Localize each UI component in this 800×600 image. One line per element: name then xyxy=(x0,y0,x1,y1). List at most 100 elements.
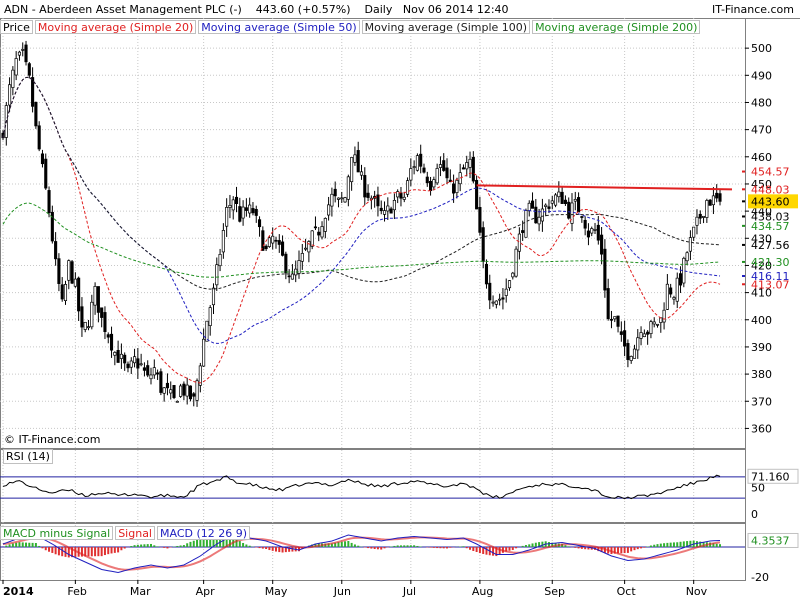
candle-body xyxy=(705,200,709,218)
candle-body xyxy=(234,196,239,205)
macd-legend-item-0[interactable]: MACD minus Signal xyxy=(0,526,114,540)
candle-body xyxy=(133,356,137,364)
candle-body xyxy=(14,58,18,76)
candle-body xyxy=(149,374,153,380)
legend-item-4[interactable]: Moving average (Simple 200) xyxy=(532,20,701,34)
rsi-value-label: 71.160 xyxy=(751,470,790,483)
candle-body xyxy=(623,330,627,347)
candle-body xyxy=(267,237,271,247)
candle-body xyxy=(547,206,551,209)
candle-body xyxy=(435,168,439,184)
price-tick-label: 430 xyxy=(751,232,772,245)
price-tick-label: 420 xyxy=(751,259,772,272)
candle-body xyxy=(521,230,525,233)
instrument-title: ADN - Aberdeen Asset Management PLC (-) xyxy=(4,3,242,16)
chart-header: ADN - Aberdeen Asset Management PLC (-) … xyxy=(0,0,800,18)
candle-body xyxy=(550,200,554,204)
price-tick-label: 460 xyxy=(751,151,772,164)
price-label-marker xyxy=(742,260,745,263)
candle-body xyxy=(432,179,436,188)
candle-body xyxy=(313,226,318,229)
candle-body xyxy=(47,190,51,214)
candle-body xyxy=(685,252,689,262)
candle-body xyxy=(86,326,91,329)
datetime-label: Nov 06 2014 12:40 xyxy=(402,3,509,16)
candle-body xyxy=(34,101,38,127)
candle-body xyxy=(175,400,179,403)
candle-body xyxy=(652,321,656,325)
candle-body xyxy=(527,202,531,212)
candle-body xyxy=(468,158,472,168)
candle-body xyxy=(465,162,469,170)
candle-body xyxy=(616,315,620,327)
macd-value-box xyxy=(747,532,799,548)
ma-20-line xyxy=(2,76,721,384)
candle-body xyxy=(695,216,699,226)
candle-body xyxy=(54,241,58,260)
macd-value-label: 4.3537 xyxy=(751,534,790,547)
price-legend: Price Moving average (Simple 20) Moving av… xyxy=(0,20,702,34)
candle-body xyxy=(146,365,150,376)
candle-body xyxy=(215,264,219,286)
candle-body xyxy=(409,168,413,181)
candle-body xyxy=(100,307,104,318)
price-panel-frame xyxy=(0,18,746,449)
candle-body xyxy=(310,230,314,247)
macd-legend-item-1[interactable]: Signal xyxy=(115,526,155,540)
candle-body xyxy=(208,307,212,326)
candle-body xyxy=(718,193,722,202)
macd-legend-item-2[interactable]: MACD (12 26 9) xyxy=(157,526,251,540)
watermark: © IT-Finance.com xyxy=(4,433,101,446)
candle-body xyxy=(698,213,702,219)
price-tick-label: 390 xyxy=(751,341,772,354)
candle-body xyxy=(379,207,383,212)
price-tick-label: 500 xyxy=(751,42,772,55)
resistance-line xyxy=(476,184,733,191)
candle-body xyxy=(185,384,189,397)
candle-body xyxy=(67,260,71,281)
legend-item-2[interactable]: Moving average (Simple 50) xyxy=(198,20,360,34)
candle-body xyxy=(639,332,643,339)
candle-body xyxy=(109,333,114,351)
candle-body xyxy=(481,227,485,262)
price-label-marker xyxy=(742,170,745,173)
candle-body xyxy=(504,288,508,296)
candle-body xyxy=(405,180,410,195)
chart-title: ADN - Aberdeen Asset Management PLC (-) … xyxy=(4,3,509,16)
time-tick-label: Oct xyxy=(617,585,637,598)
legend-item-1[interactable]: Moving average (Simple 20) xyxy=(34,20,197,34)
candle-body xyxy=(507,280,512,289)
candle-body xyxy=(340,197,344,200)
candle-body xyxy=(494,300,498,305)
price-tick-label: 470 xyxy=(751,124,772,137)
ma-200-line xyxy=(2,202,721,278)
candle-body xyxy=(662,309,666,323)
candle-body xyxy=(425,176,429,184)
candle-body xyxy=(376,194,380,207)
candle-body xyxy=(422,167,426,173)
candle-body xyxy=(501,297,505,300)
candle-body xyxy=(244,207,248,211)
candle-body xyxy=(452,183,456,194)
candle-body xyxy=(251,208,255,214)
candle-body xyxy=(123,354,127,364)
candle-body xyxy=(93,286,97,306)
candle-body xyxy=(346,176,350,200)
candle-body xyxy=(429,180,433,191)
candle-body xyxy=(238,206,242,222)
candle-body xyxy=(530,200,535,209)
legend-item-3[interactable]: Moving average (Simple 100) xyxy=(361,20,531,34)
candle-body xyxy=(277,240,281,245)
candle-body xyxy=(350,157,354,183)
legend-item-0[interactable]: Price xyxy=(0,20,33,34)
candle-body xyxy=(165,382,169,389)
time-tick-label: Jun xyxy=(333,585,351,598)
candle-body xyxy=(254,208,258,216)
candle-body xyxy=(221,230,225,253)
candle-body xyxy=(412,166,416,168)
candle-body xyxy=(596,224,600,241)
candle-body xyxy=(517,233,521,252)
candle-body xyxy=(50,211,54,242)
rsi-tick-label: 0 xyxy=(751,508,758,521)
candle-body xyxy=(83,321,87,330)
